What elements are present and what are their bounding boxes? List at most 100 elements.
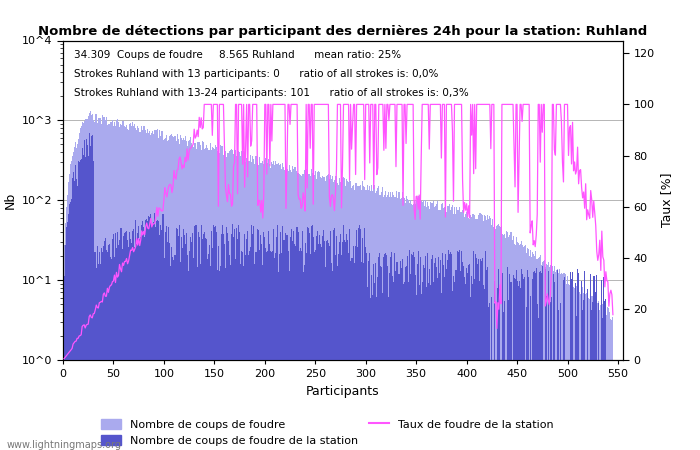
Bar: [356, 230, 357, 450]
Bar: [610, 319, 611, 450]
Bar: [522, 274, 523, 450]
Bar: [327, 175, 328, 450]
Bar: [149, 217, 150, 450]
Bar: [589, 298, 590, 450]
Bar: [110, 122, 111, 450]
Bar: [155, 227, 156, 450]
Bar: [429, 209, 430, 450]
Bar: [374, 283, 375, 450]
Bar: [276, 237, 277, 450]
Bar: [427, 202, 428, 450]
Bar: [227, 153, 228, 450]
Text: Strokes Ruhland with 13-24 participants: 101      ratio of all strokes is: 0,3%: Strokes Ruhland with 13-24 participants:…: [74, 88, 469, 99]
Bar: [436, 204, 437, 450]
Bar: [199, 264, 201, 450]
Bar: [151, 134, 153, 450]
Bar: [474, 216, 475, 450]
Bar: [167, 242, 169, 450]
Bar: [214, 149, 215, 450]
Bar: [577, 291, 578, 450]
Bar: [137, 233, 138, 450]
Bar: [202, 238, 203, 450]
Bar: [99, 252, 100, 450]
Bar: [239, 152, 240, 450]
Bar: [274, 165, 275, 450]
Bar: [553, 274, 554, 450]
Bar: [471, 276, 472, 450]
Bar: [407, 200, 409, 450]
Bar: [107, 125, 108, 450]
Bar: [193, 147, 194, 450]
Bar: [102, 252, 103, 450]
Bar: [561, 273, 562, 450]
Bar: [254, 264, 256, 450]
Bar: [249, 161, 250, 450]
Bar: [335, 176, 336, 450]
Bar: [530, 296, 531, 450]
Bar: [435, 206, 436, 450]
Bar: [363, 263, 364, 450]
Bar: [563, 280, 564, 450]
Bar: [477, 264, 478, 450]
Bar: [439, 210, 440, 450]
Bar: [277, 164, 279, 450]
Bar: [584, 271, 585, 450]
Bar: [369, 253, 370, 450]
Bar: [299, 174, 300, 450]
Bar: [556, 360, 557, 450]
Bar: [353, 185, 354, 450]
Bar: [138, 225, 139, 450]
Bar: [595, 292, 596, 450]
Bar: [183, 234, 185, 450]
Bar: [174, 136, 176, 450]
Bar: [461, 212, 462, 450]
Bar: [426, 207, 427, 450]
Bar: [486, 220, 487, 450]
Bar: [515, 237, 517, 450]
Bar: [436, 267, 437, 450]
Bar: [603, 310, 604, 450]
Bar: [517, 243, 519, 450]
Bar: [101, 124, 102, 450]
Bar: [113, 126, 114, 450]
Bar: [420, 256, 421, 450]
Bar: [428, 283, 429, 450]
Bar: [121, 126, 122, 450]
Bar: [336, 176, 337, 450]
Bar: [228, 153, 229, 450]
Bar: [306, 253, 307, 450]
Bar: [265, 248, 266, 450]
Bar: [580, 294, 581, 450]
Bar: [243, 266, 244, 450]
Bar: [295, 171, 297, 450]
Bar: [420, 199, 421, 450]
Y-axis label: Taux [%]: Taux [%]: [660, 173, 673, 228]
Bar: [368, 261, 369, 450]
Bar: [375, 194, 377, 450]
Bar: [494, 224, 496, 450]
Bar: [549, 267, 550, 450]
Bar: [448, 250, 449, 450]
Bar: [500, 360, 501, 450]
Bar: [204, 232, 205, 450]
Bar: [440, 260, 441, 450]
Bar: [165, 138, 167, 450]
Bar: [129, 232, 130, 450]
Bar: [596, 275, 597, 450]
Bar: [344, 240, 345, 450]
Bar: [291, 241, 293, 450]
Bar: [80, 159, 82, 450]
Bar: [457, 210, 458, 450]
Bar: [371, 275, 372, 450]
Bar: [498, 269, 499, 450]
Bar: [342, 178, 343, 450]
Bar: [164, 258, 165, 450]
Bar: [286, 170, 288, 450]
Bar: [362, 238, 363, 450]
Bar: [131, 126, 132, 450]
Bar: [496, 360, 498, 450]
Bar: [328, 243, 329, 450]
Bar: [91, 114, 92, 450]
Bar: [229, 255, 230, 450]
Bar: [263, 232, 265, 450]
